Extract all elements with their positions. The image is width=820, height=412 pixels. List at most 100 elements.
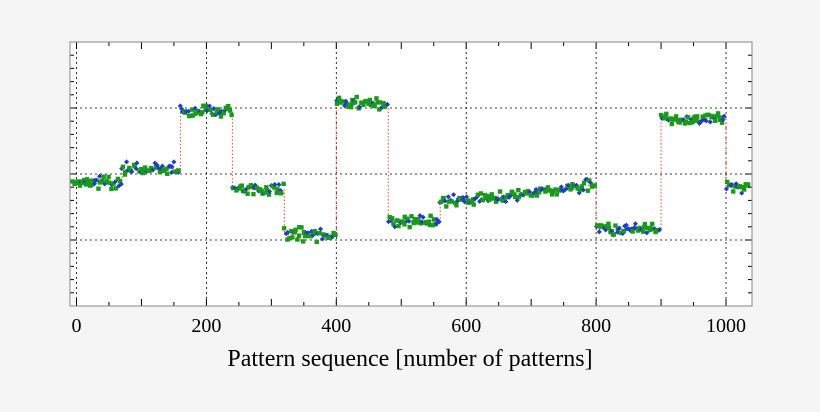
square-point <box>290 235 295 240</box>
square-point <box>162 168 167 174</box>
square-point <box>96 186 101 191</box>
square-point <box>485 194 490 199</box>
square-point <box>251 191 256 197</box>
square-point <box>200 110 205 115</box>
square-point <box>452 200 458 206</box>
square-point <box>431 217 437 222</box>
square-point <box>613 223 618 228</box>
square-point <box>234 188 239 193</box>
square-point <box>293 227 298 233</box>
square-point <box>306 233 311 239</box>
square-point <box>259 188 264 193</box>
square-point <box>740 184 746 190</box>
square-point <box>575 186 580 191</box>
square-point <box>296 233 302 238</box>
square-point <box>396 223 401 229</box>
square-point <box>668 116 673 121</box>
square-point <box>504 195 509 200</box>
square-point <box>430 222 436 228</box>
square-point <box>673 114 679 119</box>
square-point <box>334 101 340 106</box>
square-point <box>438 199 444 204</box>
square-point <box>402 214 407 220</box>
square-point <box>402 222 407 227</box>
diamond-point <box>464 194 470 200</box>
square-point <box>176 168 181 173</box>
square-point <box>700 114 705 119</box>
square-point <box>367 97 373 103</box>
square-point <box>89 182 94 188</box>
square-point <box>83 182 89 187</box>
square-point <box>488 195 494 200</box>
square-point <box>516 187 521 193</box>
square-point <box>719 120 725 125</box>
diamond-point <box>596 229 602 235</box>
square-point <box>193 111 198 116</box>
square-point <box>444 204 449 209</box>
square-point <box>606 225 612 231</box>
square-point <box>218 114 224 119</box>
square-point <box>482 192 488 198</box>
x-axis-label: Pattern sequence [number of patterns] <box>227 346 592 372</box>
square-point <box>390 216 395 221</box>
square-point <box>275 187 280 192</box>
square-point <box>500 198 506 203</box>
square-point <box>391 221 396 227</box>
square-point <box>221 110 226 116</box>
square-point <box>715 111 721 116</box>
square-point <box>348 104 354 110</box>
diamond-point <box>276 182 282 188</box>
square-point <box>254 185 260 190</box>
square-point <box>90 178 95 183</box>
square-point <box>153 165 159 170</box>
diamond-point <box>97 173 103 179</box>
square-point <box>489 192 494 197</box>
square-point <box>512 194 518 200</box>
square-point <box>497 189 503 194</box>
square-point <box>317 231 322 236</box>
square-point <box>428 222 433 228</box>
square-point <box>550 189 555 194</box>
square-point <box>414 220 420 225</box>
square-point <box>272 185 277 190</box>
square-point <box>714 113 720 119</box>
square-point <box>579 184 584 189</box>
square-point <box>109 186 114 192</box>
square-point <box>409 214 414 219</box>
square-point <box>407 224 412 230</box>
square-point <box>741 187 747 192</box>
square-point <box>677 120 682 125</box>
square-point <box>664 111 669 117</box>
square-point <box>139 166 144 172</box>
square-point <box>111 181 116 186</box>
square-point <box>365 99 370 104</box>
x-tick-label: 800 <box>581 315 611 337</box>
square-point <box>658 112 664 118</box>
square-point <box>142 168 147 174</box>
square-point <box>471 202 476 207</box>
square-point <box>480 197 486 203</box>
diamond-point <box>169 164 175 170</box>
square-point <box>227 108 233 113</box>
square-point <box>534 193 540 198</box>
diamond-point <box>616 225 622 231</box>
square-point <box>325 235 331 240</box>
square-point <box>411 220 417 226</box>
square-point <box>120 164 126 169</box>
square-point <box>215 107 221 112</box>
square-point <box>553 187 558 192</box>
square-point <box>142 165 148 170</box>
square-point <box>352 100 358 105</box>
square-point <box>266 192 272 197</box>
square-point <box>718 115 723 120</box>
square-point <box>416 216 421 222</box>
square-point <box>354 94 359 100</box>
square-point <box>165 171 170 177</box>
square-point <box>249 184 254 190</box>
square-point <box>449 199 454 204</box>
diamond-point <box>159 163 165 169</box>
square-point <box>475 192 481 197</box>
square-point <box>333 232 338 238</box>
square-point <box>621 228 627 234</box>
